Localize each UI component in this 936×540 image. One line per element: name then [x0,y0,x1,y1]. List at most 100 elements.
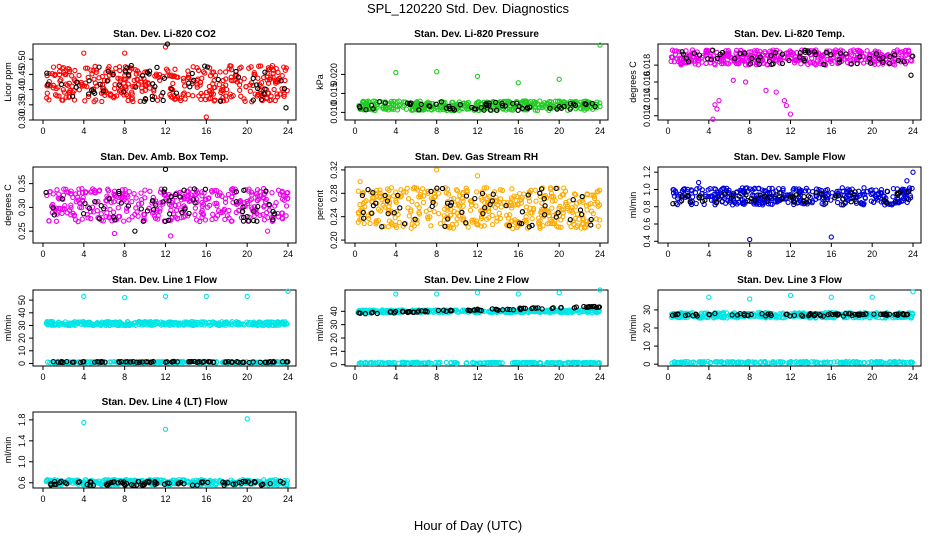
data-point [374,187,380,194]
data-point [806,199,812,205]
data-point [868,359,875,365]
data-point [904,178,910,184]
data-point [285,288,291,294]
data-point [165,68,171,74]
data-point [116,322,122,329]
data-point [517,306,524,313]
data-point [119,322,126,328]
data-point [821,359,827,365]
data-point [121,80,127,86]
data-point [129,198,135,205]
data-point [861,359,867,366]
data-point [449,307,455,314]
data-point [747,236,753,243]
data-point [214,320,220,327]
x-tick-label: 0 [40,126,45,136]
x-tick-label: 20 [867,249,877,259]
data-point [153,202,159,208]
data-point [463,193,470,199]
data-point [801,198,807,204]
data-point [724,60,730,66]
data-point [105,68,111,75]
data-point [770,360,776,366]
data-point [227,91,233,97]
x-tick-label: 8 [434,126,439,136]
data-point [45,81,51,87]
chart-title: Stan. Dev. Line 1 Flow [112,275,217,286]
data-point [486,194,492,200]
data-point [284,321,290,327]
data-point [362,311,369,317]
data-point [247,197,253,203]
data-point [541,205,547,212]
data-point [880,311,886,318]
data-point [694,313,700,319]
data-point [69,73,75,79]
data-point [44,70,50,76]
data-point [186,210,192,217]
data-point [414,201,420,208]
data-point [539,185,546,191]
data-point [203,293,209,299]
data-point [745,197,751,204]
data-point [93,67,100,73]
data-point [572,204,578,210]
data-point [871,311,877,317]
data-point [459,308,465,314]
data-point [222,359,228,365]
data-point [276,359,282,365]
data-point [499,360,505,366]
data-point [596,307,602,314]
chart-title: Stan. Dev. Sample Flow [734,152,846,163]
data-point [489,221,496,228]
data-point [696,195,702,201]
data-point [529,305,535,312]
data-point [50,82,56,88]
data-point [132,228,138,234]
data-point [91,76,97,82]
data-point [143,359,149,365]
chart-title: Stan. Dev. Li-820 Pressure [414,29,539,40]
data-point [742,79,749,85]
y-tick-label: 0.015 [329,82,339,105]
data-point [762,359,769,366]
data-point [864,189,870,195]
data-point [520,305,527,311]
data-point [532,107,539,113]
plot-frame [32,411,297,489]
data-point [172,214,179,220]
data-point [537,193,543,200]
x-tick-label: 20 [242,126,252,136]
data-point [86,91,92,97]
data-point [829,190,835,196]
data-point [475,99,482,105]
data-point [751,192,757,199]
data-point [857,54,863,60]
data-point [428,188,434,195]
data-point [850,56,856,63]
data-point [696,52,703,58]
data-point [876,359,882,365]
data-point [739,359,745,365]
data-point [129,89,135,95]
data-point [765,311,771,317]
data-point [355,211,362,217]
data-point [906,189,912,195]
data-point [405,196,412,202]
data-point [97,81,103,87]
data-point [414,220,420,226]
data-point [255,203,261,210]
data-point [689,194,696,200]
data-point [72,217,79,223]
data-point [482,199,488,206]
data-point [126,217,132,223]
data-point [44,95,50,101]
series-2 [356,99,598,113]
data-point [217,69,223,75]
data-point [793,186,799,192]
data-point [66,80,72,86]
data-point [844,359,850,365]
data-point [122,186,128,193]
data-point [369,210,375,216]
data-point [495,307,501,313]
